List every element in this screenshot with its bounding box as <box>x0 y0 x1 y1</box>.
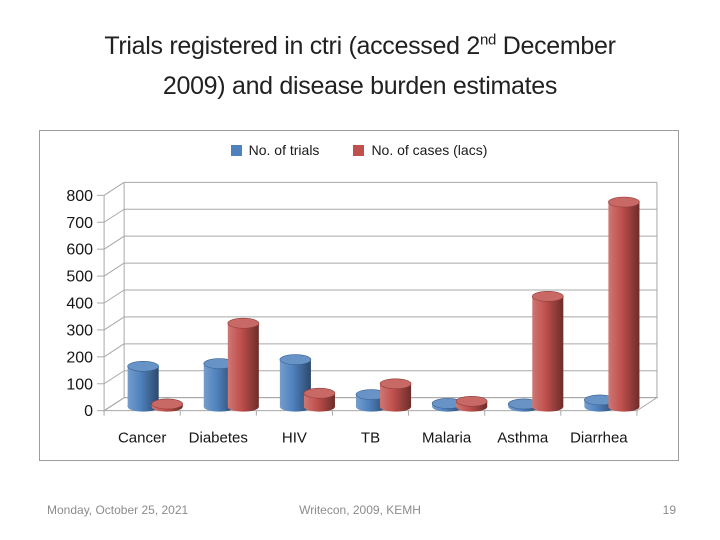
cylinder-cases-diabetes <box>227 317 260 412</box>
x-axis-label-cancer: Cancer <box>118 430 166 447</box>
y-axis-label: 600 <box>66 241 93 259</box>
title-line2: 2009) and disease burden estimates <box>162 72 558 100</box>
y-axis-label: 400 <box>66 295 93 313</box>
y-axis-label: 200 <box>66 348 93 366</box>
legend-swatch-trials-icon <box>230 144 242 156</box>
y-axis-label: 300 <box>66 321 93 339</box>
cylinder-trials-diarrhea <box>584 394 616 412</box>
gridline-depth <box>103 208 125 223</box>
footer-date: Monday, October 25, 2021 <box>47 503 189 517</box>
gridline-depth <box>103 262 125 277</box>
gridline-depth <box>103 316 125 331</box>
x-axis-label-tb: TB <box>361 430 380 447</box>
legend-item-cases: No. of cases (lacs) <box>353 142 487 158</box>
title-line1-pre: Trials registered in ctri (accessed 2 <box>104 32 480 60</box>
x-axis-label-diabetes: Diabetes <box>189 430 248 447</box>
y-axis-label: 0 <box>84 402 93 420</box>
cylinder-cases-asthma <box>531 291 564 412</box>
title-superscript: nd <box>479 31 497 49</box>
bar-chart-3d-cylinder: 0 100 200 300 400 500 600 700 800 Cancer Diabetes H… <box>66 181 659 447</box>
gridline-depth <box>103 181 125 196</box>
title-line1-post: December <box>496 32 616 60</box>
cylinder-cases-cancer <box>151 398 184 412</box>
gridline-depth <box>103 343 125 358</box>
x-axis-label-malaria: Malaria <box>422 430 472 447</box>
cylinder-cases-tb <box>379 378 412 412</box>
x-axis-label-diarrhea: Diarrhea <box>570 430 628 447</box>
cylinder-trials-tb <box>355 389 388 412</box>
footer-page-number: 19 <box>662 503 676 517</box>
cylinder-trials-cancer <box>127 360 159 412</box>
y-axis-label: 700 <box>66 214 93 232</box>
legend-item-trials: No. of trials <box>230 142 320 158</box>
gridline-depth <box>103 397 125 412</box>
x-axis-label-asthma: Asthma <box>497 430 549 447</box>
gridline-depth <box>103 235 125 250</box>
y-axis-label: 500 <box>66 268 93 286</box>
footer: Monday, October 25, 2021 Writecon, 2009,… <box>0 503 720 527</box>
chart-legend: No. of trials No. of cases (lacs) <box>40 142 678 158</box>
chart-frame: No. of trials No. of cases (lacs) 0 100 20… <box>39 130 679 461</box>
legend-swatch-cases-icon <box>353 144 365 156</box>
gridline-depth <box>103 370 125 385</box>
cylinder-cases-diarrhea <box>608 196 640 412</box>
cylinder-cases-hiv <box>303 387 336 412</box>
cylinder-cases-malaria <box>455 395 488 412</box>
x-axis-label-hiv: HIV <box>282 430 307 447</box>
y-axis-label: 800 <box>66 187 93 205</box>
legend-label-trials: No. of trials <box>248 142 320 158</box>
y-axis-label: 100 <box>66 375 93 393</box>
cylinder-trials-malaria <box>431 398 464 412</box>
gridline-depth <box>103 289 125 304</box>
slide-title: Trials registered in ctri (accessed 2nd … <box>26 26 694 106</box>
legend-label-cases: No. of cases (lacs) <box>371 142 488 158</box>
footer-event-label: Writecon, 2009, KEMH <box>299 503 421 517</box>
